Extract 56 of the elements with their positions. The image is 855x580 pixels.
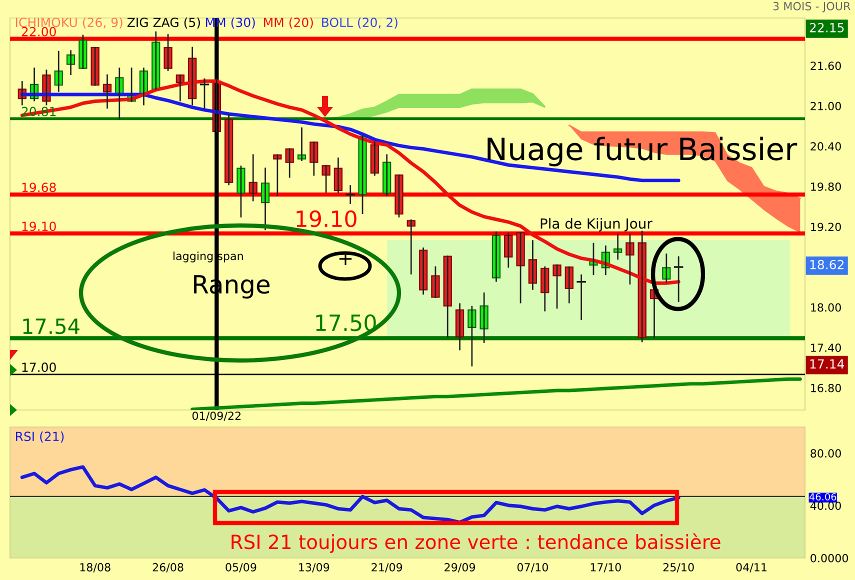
annotation: ZIG ZAG (5) — [127, 17, 200, 29]
candlestick — [394, 174, 404, 218]
annotation: RSI 21 toujours en zone verte : tendance baissière — [232, 533, 720, 553]
candlestick — [236, 166, 246, 218]
y-tick-label: 80.00 — [810, 449, 841, 458]
ref-line-label: 19.68 — [22, 182, 56, 192]
candlestick — [576, 274, 586, 320]
ref-line-label: 17.54 — [23, 318, 80, 334]
annotation: lagging span — [173, 252, 243, 262]
y-tick-label: 18.00 — [811, 303, 841, 312]
y-tick-label: 0.0000 — [810, 554, 848, 562]
candlestick — [90, 46, 100, 86]
annotation: BOLL (20, 2) — [322, 17, 398, 29]
line-series — [190, 377, 802, 410]
y-tick-label: 19.80 — [811, 182, 841, 191]
candlestick — [346, 185, 355, 204]
x-tick-label: 07/10 — [517, 563, 548, 572]
candlestick — [552, 264, 562, 309]
text: RSI (21) — [16, 431, 64, 443]
y-tick-label: 16.80 — [811, 384, 841, 392]
ref-line-label: 17.00 — [22, 362, 56, 372]
candlestick — [200, 78, 210, 109]
ref-line-label: 22.00 — [22, 26, 56, 36]
ref-line-label: 19.10 — [22, 222, 56, 232]
text: 46.06 — [809, 493, 836, 500]
text: ICHIMOKU (26, 9) — [16, 17, 122, 29]
x-tick-label: 18/08 — [80, 563, 110, 572]
y-tick-label: 17.40 — [811, 344, 841, 352]
annotation: Pla de Kijun Jour — [540, 218, 652, 232]
x-tick-label: 05/09 — [226, 563, 256, 572]
annotation: 18.62 — [810, 260, 844, 270]
annotation: 22.15 — [810, 22, 844, 32]
candlestick — [516, 232, 525, 304]
x-tick-label: 13/09 — [299, 563, 330, 572]
candlestick — [626, 233, 634, 285]
candlestick — [164, 34, 172, 72]
candlestick — [431, 266, 440, 298]
x-tick-label: 04/11 — [736, 563, 766, 572]
chart-title: 3 MOIS - JOUR — [773, 2, 850, 12]
y-tick-label: 21.00 — [810, 102, 841, 110]
x-tick-label: 21/09 — [372, 563, 402, 572]
x-tick-label: 29/09 — [444, 563, 475, 572]
x-tick-label: 01/09/22 — [192, 412, 240, 421]
y-tick-label: 19.20 — [811, 222, 841, 232]
annotation: 17.50 — [316, 314, 376, 332]
x-tick-label: 17/10 — [590, 563, 621, 572]
text: MM (20) — [264, 17, 313, 29]
annotation: 17.14 — [810, 359, 844, 368]
x-tick-label: 25/10 — [663, 563, 694, 572]
y-tick-label: 21.60 — [810, 62, 841, 70]
candlestick — [322, 164, 330, 193]
annotation: 19.10 — [296, 210, 356, 228]
y-tick-label: 20.40 — [810, 142, 841, 151]
candlestick — [674, 256, 684, 302]
annotation: Nuage futur Baissier — [488, 136, 798, 166]
x-tick-label: 26/08 — [152, 563, 184, 572]
